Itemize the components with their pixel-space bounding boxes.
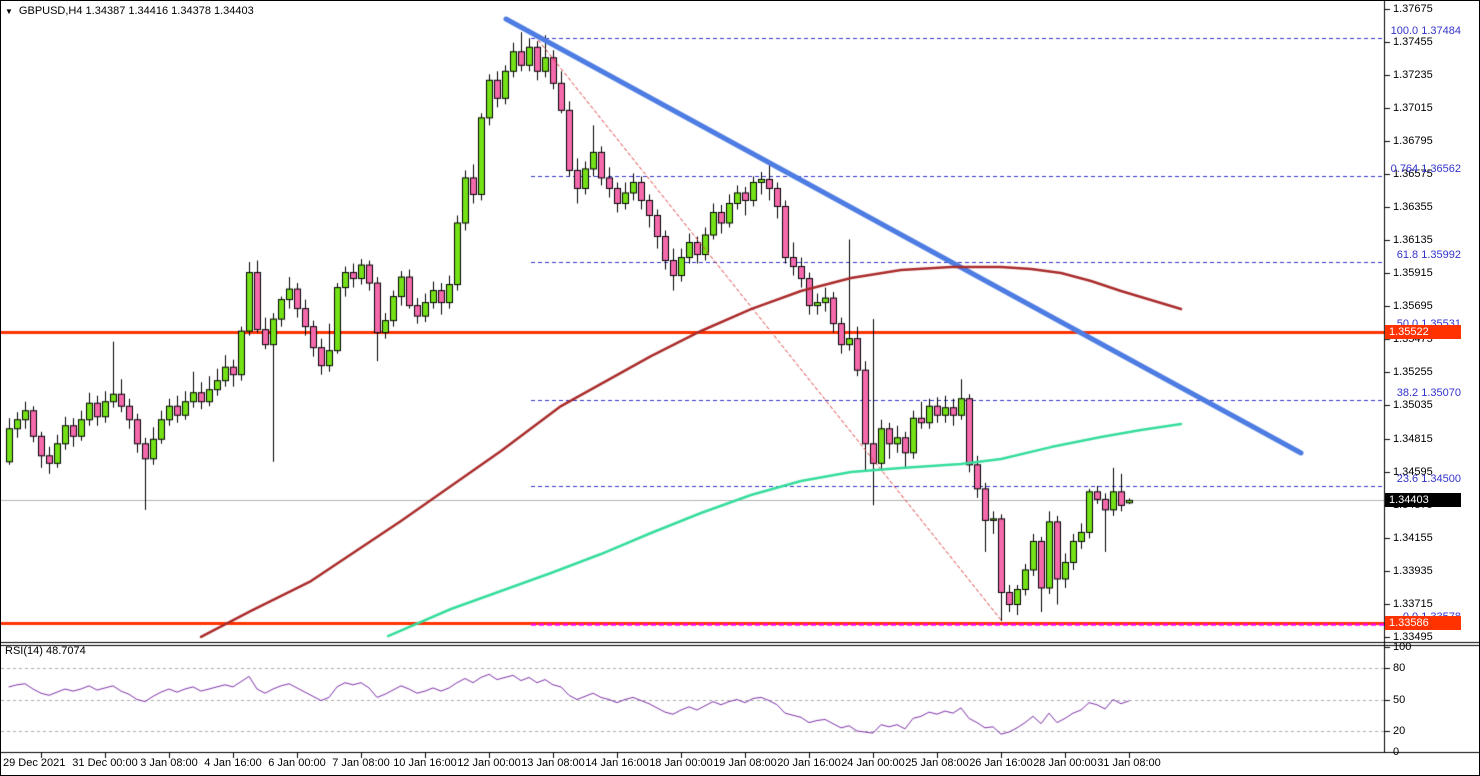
time-axis-label[interactable]: 26 Jan 16:00 (969, 757, 1033, 769)
time-axis-label[interactable]: 10 Jan 16:00 (393, 757, 457, 769)
rsi-axis-label: 100 (1393, 641, 1412, 653)
rsi-indicator-label: RSI(14) 48.7074 (5, 645, 86, 657)
time-axis-label[interactable]: 20 Jan 16:00 (777, 757, 841, 769)
time-axis-label[interactable]: 28 Jan 00:00 (1033, 757, 1097, 769)
fib-level-label: 38.2 1.35070 (1396, 387, 1461, 400)
time-axis-label[interactable]: 19 Jan 08:00 (713, 757, 777, 769)
price-axis-label: 1.35255 (1393, 366, 1433, 379)
time-axis-label[interactable]: 31 Jan 08:00 (1097, 757, 1161, 769)
fib-level-label: 61.8 1.35992 (1396, 248, 1461, 261)
current-price-badge: 1.34403 (1385, 493, 1461, 508)
rsi-axis-label: 20 (1393, 725, 1406, 737)
price-axis-label: 1.35695 (1393, 300, 1433, 313)
price-axis-label: 1.37675 (1393, 2, 1433, 15)
time-axis-label[interactable]: 6 Jan 00:00 (268, 757, 326, 769)
support-price-badge: 1.33586 (1385, 616, 1461, 631)
price-axis-label: 1.35035 (1393, 399, 1433, 412)
price-axis-label: 1.34815 (1393, 432, 1433, 445)
rsi-axis-label: 0 (1393, 746, 1400, 758)
time-axis-label[interactable]: 24 Jan 00:00 (841, 757, 905, 769)
symbol-dropdown-icon[interactable]: ▼ (5, 6, 13, 16)
time-axis-label[interactable]: 7 Jan 08:00 (332, 757, 390, 769)
price-axis-label: 1.33935 (1393, 564, 1433, 577)
price-axis-label: 1.33715 (1393, 597, 1433, 610)
symbol-title-bar: ▼ GBPUSD,H4 1.34387 1.34416 1.34378 1.34… (5, 5, 254, 17)
rsi-axis-label: 50 (1393, 693, 1406, 706)
price-axis-label: 1.37455 (1393, 36, 1433, 48)
price-axis-label: 1.34155 (1393, 531, 1433, 544)
price-axis-label: 1.37015 (1393, 102, 1433, 115)
price-axis-label: 1.34595 (1393, 465, 1433, 478)
time-axis-label[interactable]: 12 Jan 00:00 (457, 757, 521, 769)
price-axis-label: 1.37235 (1393, 69, 1433, 82)
time-axis-label[interactable]: 29 Dec 2021 (3, 757, 66, 769)
price-axis-label: 1.36135 (1393, 234, 1433, 247)
rsi-axis-label: 80 (1393, 662, 1406, 674)
fib-level-label: 0.764 1.36562 (1390, 163, 1461, 176)
time-axis-label[interactable]: 18 Jan 00:00 (649, 757, 713, 769)
price-axis-label: 1.36355 (1393, 201, 1433, 214)
time-axis-label[interactable]: 31 Dec 00:00 (72, 757, 138, 769)
price-axis-label: 1.35915 (1393, 267, 1433, 280)
price-axis-label: 1.36575 (1393, 168, 1433, 181)
resistance-price-badge: 1.35522 (1385, 325, 1461, 340)
price-axis-label: 1.36795 (1393, 135, 1433, 148)
fib-level-label: 100.0 1.37484 (1390, 24, 1461, 37)
time-axis-label[interactable]: 4 Jan 16:00 (204, 757, 262, 769)
price-axis-label: 1.33495 (1393, 630, 1433, 643)
time-axis-label[interactable]: 3 Jan 08:00 (140, 757, 198, 769)
time-axis-label[interactable]: 13 Jan 08:00 (521, 757, 585, 769)
symbol-ohlc-title: GBPUSD,H4 1.34387 1.34416 1.34378 1.3440… (18, 5, 254, 17)
time-axis-label[interactable]: 14 Jan 16:00 (585, 757, 649, 769)
fib-level-label: 23.6 1.34500 (1396, 472, 1461, 485)
time-axis-label[interactable]: 25 Jan 08:00 (905, 757, 969, 769)
